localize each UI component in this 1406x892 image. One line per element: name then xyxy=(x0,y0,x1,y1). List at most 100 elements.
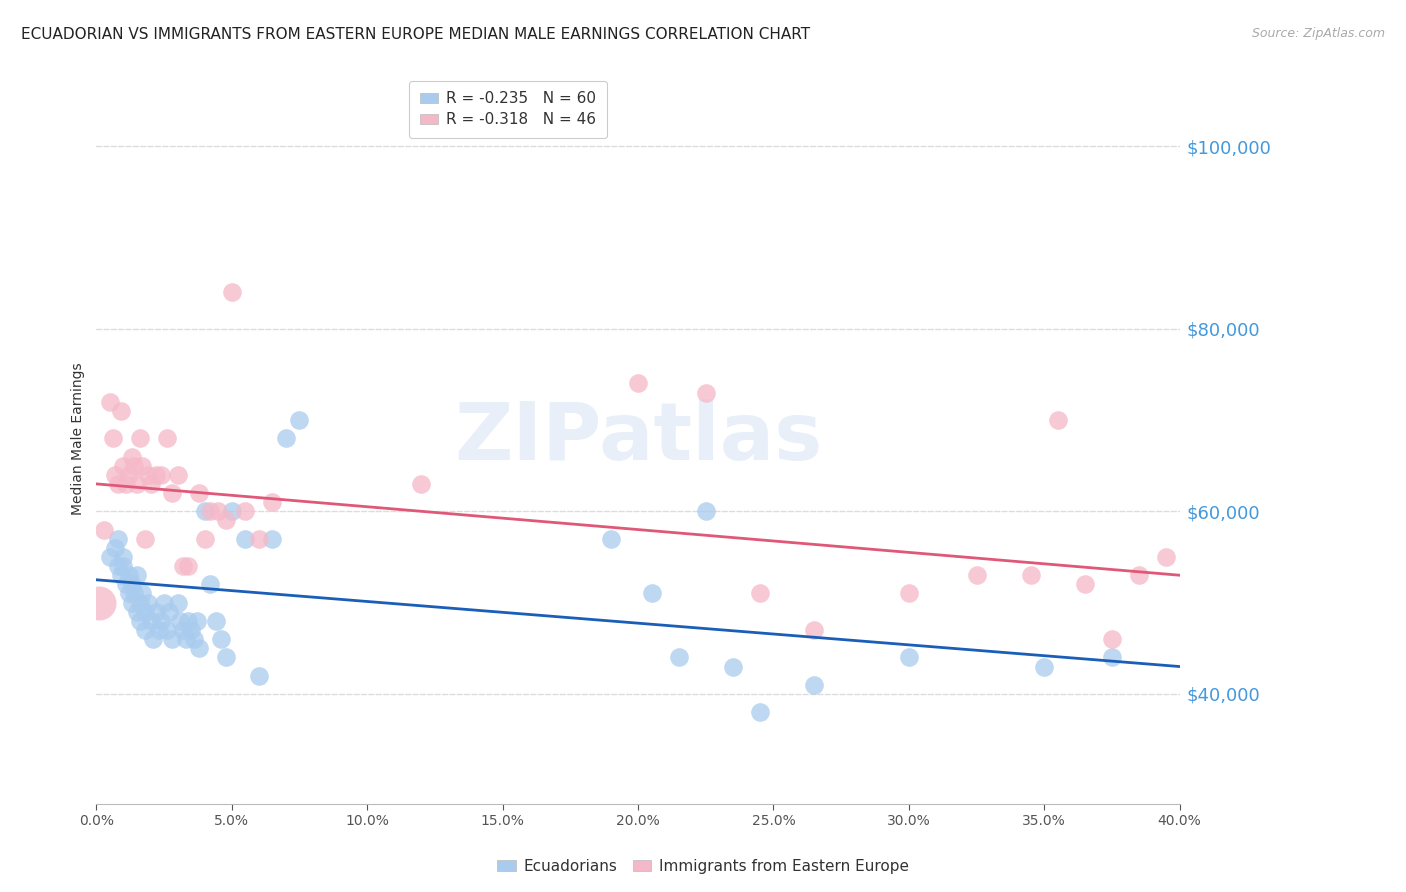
Point xyxy=(125,605,148,619)
Point xyxy=(134,605,156,619)
Point xyxy=(204,614,226,628)
Point xyxy=(1033,659,1056,673)
Point xyxy=(87,596,110,610)
Point xyxy=(150,614,173,628)
Point xyxy=(145,605,167,619)
Point xyxy=(131,458,153,473)
Point xyxy=(262,495,284,509)
Point xyxy=(156,623,179,637)
Point xyxy=(125,568,148,582)
Point xyxy=(125,477,148,491)
Point xyxy=(897,586,920,600)
Point xyxy=(174,632,197,647)
Point xyxy=(188,486,211,500)
Point xyxy=(183,632,205,647)
Point xyxy=(1074,577,1097,591)
Point xyxy=(112,458,135,473)
Point xyxy=(177,614,200,628)
Point xyxy=(142,632,165,647)
Point xyxy=(115,477,138,491)
Point xyxy=(695,385,717,400)
Point xyxy=(118,467,141,482)
Point xyxy=(160,486,183,500)
Point xyxy=(186,614,208,628)
Point xyxy=(93,523,115,537)
Point xyxy=(122,586,145,600)
Point xyxy=(101,431,124,445)
Point xyxy=(145,467,167,482)
Point xyxy=(1019,568,1042,582)
Point xyxy=(104,541,127,555)
Point xyxy=(1101,650,1123,665)
Text: Source: ZipAtlas.com: Source: ZipAtlas.com xyxy=(1251,27,1385,40)
Point xyxy=(118,568,141,582)
Point xyxy=(748,705,770,719)
Point xyxy=(194,504,217,518)
Point xyxy=(247,668,270,682)
Point xyxy=(121,577,143,591)
Text: ZIPatlas: ZIPatlas xyxy=(454,400,823,477)
Point xyxy=(897,650,920,665)
Point xyxy=(627,376,650,391)
Point xyxy=(112,549,135,564)
Point xyxy=(803,678,825,692)
Point xyxy=(221,504,243,518)
Point xyxy=(668,650,690,665)
Point xyxy=(98,394,121,409)
Point xyxy=(150,467,173,482)
Point xyxy=(1101,632,1123,647)
Point xyxy=(1046,413,1069,427)
Point xyxy=(115,577,138,591)
Point xyxy=(188,641,211,656)
Point xyxy=(640,586,662,600)
Point xyxy=(139,477,162,491)
Point xyxy=(107,477,129,491)
Point xyxy=(695,504,717,518)
Point xyxy=(721,659,744,673)
Point xyxy=(104,467,127,482)
Point xyxy=(160,632,183,647)
Point xyxy=(215,650,238,665)
Point xyxy=(128,596,150,610)
Point xyxy=(131,586,153,600)
Point xyxy=(166,467,188,482)
Point xyxy=(166,596,188,610)
Point xyxy=(247,532,270,546)
Point xyxy=(122,458,145,473)
Point xyxy=(233,504,256,518)
Point xyxy=(107,559,129,574)
Point xyxy=(177,559,200,574)
Point xyxy=(136,596,159,610)
Point xyxy=(110,404,132,418)
Point xyxy=(98,549,121,564)
Point xyxy=(121,596,143,610)
Point xyxy=(128,431,150,445)
Point xyxy=(288,413,311,427)
Point xyxy=(262,532,284,546)
Point xyxy=(148,623,170,637)
Point xyxy=(128,614,150,628)
Point xyxy=(966,568,988,582)
Legend: Ecuadorians, Immigrants from Eastern Europe: Ecuadorians, Immigrants from Eastern Eur… xyxy=(491,853,915,880)
Point xyxy=(198,577,221,591)
Point xyxy=(107,532,129,546)
Point xyxy=(159,605,181,619)
Point xyxy=(233,532,256,546)
Point xyxy=(156,431,179,445)
Point xyxy=(110,568,132,582)
Point xyxy=(209,632,232,647)
Point xyxy=(803,623,825,637)
Point xyxy=(748,586,770,600)
Point xyxy=(274,431,297,445)
Point xyxy=(411,477,433,491)
Point xyxy=(215,513,238,527)
Point xyxy=(139,614,162,628)
Point xyxy=(134,532,156,546)
Point xyxy=(112,559,135,574)
Point xyxy=(169,614,191,628)
Point xyxy=(600,532,623,546)
Point xyxy=(153,596,176,610)
Text: ECUADORIAN VS IMMIGRANTS FROM EASTERN EUROPE MEDIAN MALE EARNINGS CORRELATION CH: ECUADORIAN VS IMMIGRANTS FROM EASTERN EU… xyxy=(21,27,810,42)
Point xyxy=(118,586,141,600)
Point xyxy=(1154,549,1177,564)
